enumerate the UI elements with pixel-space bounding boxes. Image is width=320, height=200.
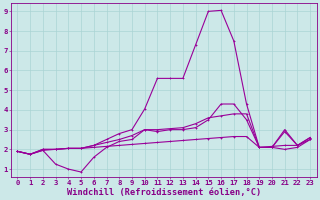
X-axis label: Windchill (Refroidissement éolien,°C): Windchill (Refroidissement éolien,°C) <box>67 188 261 197</box>
